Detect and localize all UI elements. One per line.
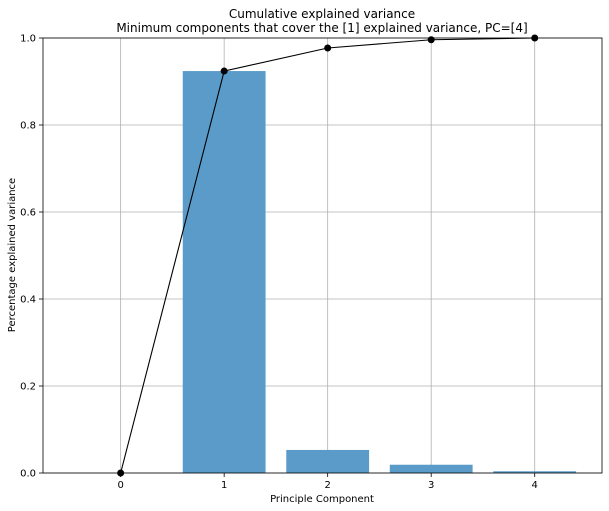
cumulative-point: [427, 36, 435, 44]
chart-title: Cumulative explained variance: [229, 7, 415, 21]
y-tick-label: 0.0: [20, 469, 36, 480]
axes: [39, 37, 603, 477]
y-tick-label: 0.4: [20, 295, 36, 306]
bar: [389, 464, 473, 473]
cumulative-point: [220, 67, 228, 75]
x-tick-label: 3: [428, 480, 434, 491]
x-tick-label: 1: [221, 480, 227, 491]
x-tick-label: 0: [117, 480, 123, 491]
chart-subtitle: Minimum components that cover the [1] ex…: [116, 21, 527, 35]
cumulative-point: [324, 44, 332, 52]
bar-series: [182, 71, 577, 473]
y-tick-label: 0.6: [20, 208, 36, 219]
x-tick-label: 4: [532, 480, 538, 491]
y-axis-label: Percentage explained variance: [7, 178, 18, 332]
x-axis-label: Principle Component: [270, 494, 374, 505]
x-tick-label: 2: [324, 480, 330, 491]
bar: [286, 449, 370, 473]
bar: [493, 471, 577, 473]
y-tick-label: 1.0: [20, 34, 36, 45]
y-tick-label: 0.2: [20, 382, 36, 393]
y-tick-label: 0.8: [20, 121, 36, 132]
tick-labels: 0 1 2 3 4 0.0 0.2 0.4 0.6 0.8 1.0: [20, 34, 538, 492]
plot-frame: [42, 37, 603, 474]
bar: [182, 71, 266, 473]
